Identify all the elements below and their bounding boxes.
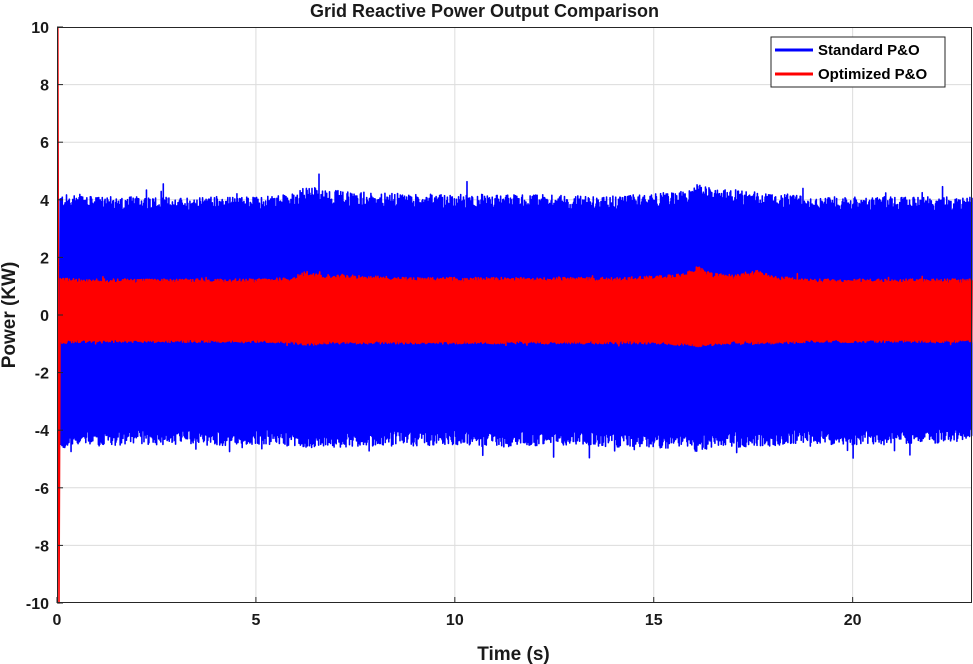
y-tick-label: 10 xyxy=(31,20,49,37)
y-tick-label: 0 xyxy=(40,308,49,325)
y-tick-label: -8 xyxy=(35,538,49,555)
x-tick-label: 20 xyxy=(844,612,862,629)
x-tick-label: 10 xyxy=(446,612,464,629)
x-tick-label: 15 xyxy=(645,612,663,629)
series-layer xyxy=(57,26,973,604)
y-axis-label: Power (KW) xyxy=(0,262,20,369)
legend-label-standard: Standard P&O xyxy=(818,42,920,59)
x-tick-label: 0 xyxy=(53,612,62,629)
y-tick-label: -2 xyxy=(35,366,49,383)
chart-title: Grid Reactive Power Output Comparison xyxy=(310,1,659,21)
y-tick-label: 4 xyxy=(40,193,49,210)
x-tick-label: 5 xyxy=(251,612,260,629)
x-axis-label: Time (s) xyxy=(477,644,550,664)
y-tick-label: -6 xyxy=(35,481,49,498)
legend-box xyxy=(770,36,946,88)
series-band-optimized xyxy=(60,271,973,343)
y-tick-label: 2 xyxy=(40,250,49,267)
y-tick-label: 6 xyxy=(40,135,49,152)
legend-label-optimized: Optimized P&O xyxy=(818,66,928,83)
legend: Standard P&O Optimized P&O xyxy=(770,36,946,88)
y-tick-label: -4 xyxy=(35,423,49,440)
y-tick-label: -10 xyxy=(26,596,49,613)
y-tick-label: 8 xyxy=(40,78,49,95)
axis-ticks: 0 5 10 15 20 -10 -8 -6 -4 -2 0 2 4 6 8 10 xyxy=(26,20,862,629)
